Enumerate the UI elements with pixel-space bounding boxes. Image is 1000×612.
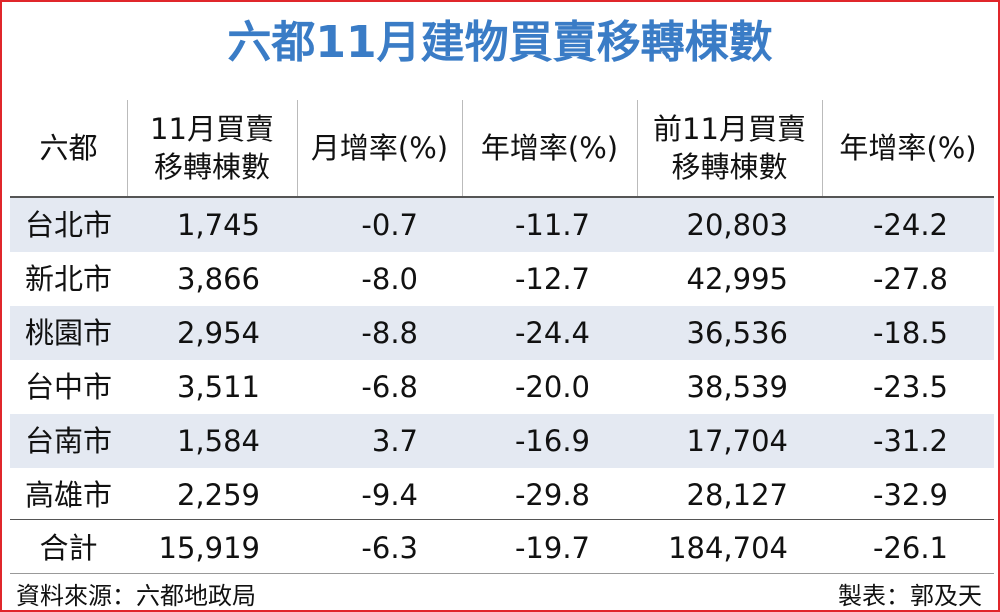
header-cell: 六都	[39, 131, 98, 165]
column-divider	[297, 100, 298, 197]
value-cell: -29.8	[514, 478, 590, 512]
value-cell: 1,745	[176, 208, 260, 242]
header-cell: 移轉棟數	[153, 150, 270, 184]
header-rule	[10, 196, 994, 198]
total-rule	[10, 519, 994, 520]
value-cell: -18.5	[872, 316, 948, 350]
row-label: 台中市	[24, 370, 112, 404]
header-cell: 年增率(%)	[839, 131, 977, 165]
column-divider	[637, 100, 638, 197]
value-cell: -0.7	[361, 208, 418, 242]
value-cell: -19.7	[514, 531, 590, 565]
value-cell: 17,704	[686, 424, 788, 458]
row-label: 新北市	[24, 262, 112, 296]
column-divider	[462, 100, 463, 197]
value-cell: 2,259	[176, 478, 260, 512]
header-cell: 年增率(%)	[480, 131, 619, 165]
value-cell: 36,536	[686, 316, 788, 350]
value-cell: -26.1	[872, 531, 948, 565]
header-cell: 11月買賣	[150, 112, 274, 146]
value-cell: 15,919	[158, 531, 260, 565]
value-cell: -12.7	[514, 262, 590, 296]
column-divider	[822, 100, 823, 197]
value-cell: 20,803	[686, 208, 788, 242]
title: 六都11月建物買賣移轉棟數	[227, 17, 773, 68]
header-cell: 前11月買賣	[653, 112, 806, 146]
value-cell: -8.0	[361, 262, 418, 296]
header-cell: 移轉棟數	[671, 150, 788, 184]
value-cell: -31.2	[872, 424, 948, 458]
value-cell: 28,127	[686, 478, 788, 512]
row-label: 台北市	[24, 208, 112, 242]
value-cell: -27.8	[872, 262, 948, 296]
value-cell: -20.0	[514, 370, 590, 404]
value-cell: 42,995	[686, 262, 788, 296]
value-cell: -6.8	[361, 370, 418, 404]
row-band	[10, 306, 994, 360]
row-label: 台南市	[24, 424, 112, 458]
value-cell: -24.4	[514, 316, 590, 350]
value-cell: 1,584	[176, 424, 260, 458]
column-divider	[127, 100, 128, 197]
value-cell: 184,704	[668, 531, 788, 565]
header-cell: 月增率(%)	[310, 131, 449, 165]
value-cell: -11.7	[514, 208, 590, 242]
row-label: 合計	[39, 531, 98, 565]
value-cell: -32.9	[872, 478, 948, 512]
value-cell: 3,866	[176, 262, 260, 296]
row-label: 桃園市	[24, 316, 112, 350]
row-label: 高雄市	[24, 478, 112, 512]
value-cell: -23.5	[872, 370, 948, 404]
credit: 製表：郭及天	[838, 582, 982, 610]
row-band	[10, 414, 994, 468]
source: 資料來源：六都地政局	[16, 582, 256, 610]
value-cell: -16.9	[514, 424, 590, 458]
value-cell: -9.4	[361, 478, 418, 512]
value-cell: 2,954	[176, 316, 260, 350]
value-cell: -6.3	[361, 531, 418, 565]
row-band	[10, 198, 994, 252]
value-cell: -8.8	[361, 316, 418, 350]
value-cell: 3,511	[176, 370, 260, 404]
value-cell: -24.2	[872, 208, 948, 242]
value-cell: 38,539	[686, 370, 788, 404]
bottom-rule	[10, 573, 994, 574]
value-cell: 3.7	[371, 424, 418, 458]
